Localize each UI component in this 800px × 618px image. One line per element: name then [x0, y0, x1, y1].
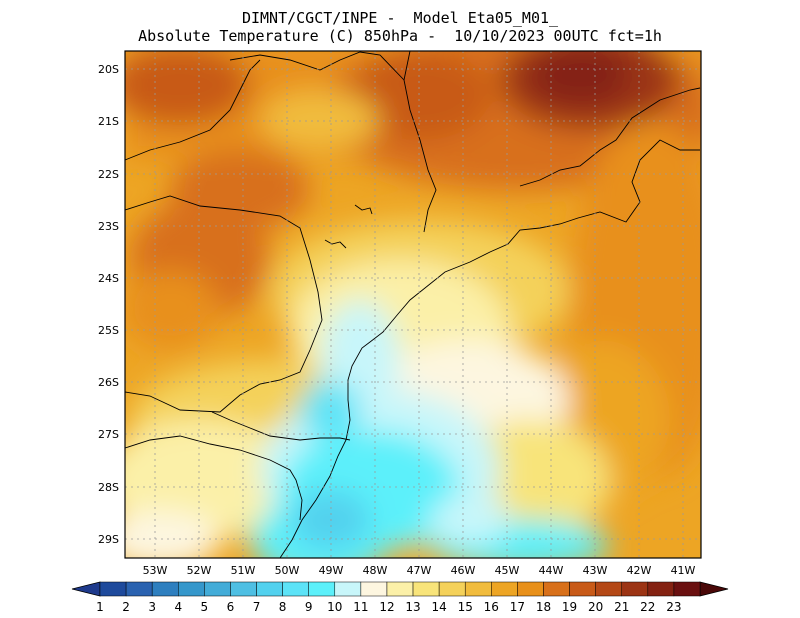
colorbar-swatch	[569, 581, 596, 597]
temperature-field	[125, 51, 701, 558]
colorbar-label: 9	[305, 600, 313, 614]
lat-label: 20S	[98, 63, 119, 76]
colorbar-swatch	[673, 581, 701, 597]
colorbar-swatch	[230, 581, 257, 597]
lat-label: 29S	[98, 533, 119, 546]
colorbar-high-arrow	[699, 581, 729, 597]
colorbar-swatch	[412, 581, 440, 597]
lon-label: 46W	[451, 564, 476, 577]
colorbar-label: 19	[562, 600, 577, 614]
colorbar-low-arrow	[71, 581, 101, 597]
colorbar-swatch	[517, 581, 544, 597]
colorbar-label: 15	[458, 600, 473, 614]
colorbar-label: 1	[96, 600, 104, 614]
lon-label: 52W	[187, 564, 212, 577]
colorbar-label: 7	[253, 600, 261, 614]
colorbar-swatch	[99, 581, 127, 597]
colorbar-label: 22	[640, 600, 655, 614]
lon-label: 48W	[363, 564, 388, 577]
colorbar-label: 21	[614, 600, 629, 614]
colorbar-swatch	[308, 581, 336, 597]
colorbar-swatch	[386, 581, 414, 597]
lon-label: 50W	[275, 564, 300, 577]
colorbar-swatch	[125, 581, 153, 597]
map-title-line2: Absolute Temperature (C) 850hPa - 10/10/…	[138, 27, 662, 45]
lon-label: 41W	[671, 564, 696, 577]
colorbar-swatch	[595, 581, 622, 597]
colorbar-swatch	[151, 581, 179, 597]
colorbar-label: 10	[327, 600, 342, 614]
coastline-borders	[125, 51, 701, 558]
colorbar-label: 13	[405, 600, 420, 614]
colorbar-swatch	[543, 581, 570, 597]
lat-label: 21S	[98, 115, 119, 128]
colorbar-swatch	[282, 581, 309, 597]
colorbar-swatch	[360, 581, 388, 597]
longitude-labels: 53W 52W 51W 50W 49W 48W 47W 46W 45W 44W …	[143, 564, 696, 577]
colorbar-swatch	[178, 581, 205, 597]
colorbar-swatch	[491, 581, 518, 597]
colorbar-label: 11	[353, 600, 368, 614]
map-title-line1: DIMNT/CGCT/INPE - Model Eta05_M01_	[241, 9, 559, 27]
colorbar-swatch	[256, 581, 283, 597]
colorbar-label: 2	[122, 600, 130, 614]
colorbar-label: 12	[379, 600, 394, 614]
lon-label: 53W	[143, 564, 168, 577]
colorbar: 1 2 3 4 5 6 7 8 9 10 11 12 13 14 15 16 17 18 19 20 21 22 23	[71, 581, 729, 614]
colorbar-label: 17	[510, 600, 525, 614]
colorbar-label: 8	[279, 600, 287, 614]
colorbar-swatch	[464, 581, 492, 597]
colorbar-label: 3	[148, 600, 156, 614]
map-frame	[124, 50, 702, 559]
lon-label: 47W	[407, 564, 432, 577]
lat-label: 25S	[98, 324, 119, 337]
colorbar-swatch	[334, 581, 362, 597]
lat-label: 22S	[98, 168, 119, 181]
colorbar-swatch	[204, 581, 231, 597]
lat-lon-grid	[125, 51, 701, 558]
lat-label: 23S	[98, 220, 119, 233]
colorbar-swatch	[438, 581, 466, 597]
latitude-labels: 20S 21S 22S 23S 24S 25S 26S 27S 28S 29S	[98, 63, 119, 546]
colorbar-label: 23	[666, 600, 681, 614]
lon-label: 45W	[495, 564, 520, 577]
colorbar-label: 16	[484, 600, 499, 614]
colorbar-label: 5	[201, 600, 209, 614]
colorbar-label: 6	[227, 600, 235, 614]
lon-label: 42W	[627, 564, 652, 577]
lat-label: 28S	[98, 481, 119, 494]
lat-label: 27S	[98, 428, 119, 441]
colorbar-swatch	[621, 581, 649, 597]
lon-label: 49W	[319, 564, 344, 577]
lon-label: 51W	[231, 564, 256, 577]
colorbar-swatch	[647, 581, 675, 597]
colorbar-label: 14	[431, 600, 446, 614]
colorbar-label: 18	[536, 600, 551, 614]
lat-label: 26S	[98, 376, 119, 389]
lat-label: 24S	[98, 272, 119, 285]
colorbar-label: 20	[588, 600, 603, 614]
lon-label: 43W	[583, 564, 608, 577]
lon-label: 44W	[539, 564, 564, 577]
colorbar-label: 4	[174, 600, 182, 614]
